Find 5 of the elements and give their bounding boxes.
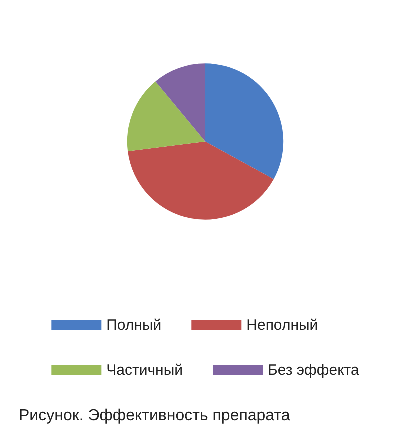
legend-label: Полный xyxy=(106,317,162,334)
legend-label: Неполный xyxy=(246,317,318,334)
text: Рисунок. Эффективность препарата xyxy=(19,408,290,424)
legend-label: Частичный xyxy=(106,362,184,379)
legend-label: Без эффекта xyxy=(268,362,360,379)
